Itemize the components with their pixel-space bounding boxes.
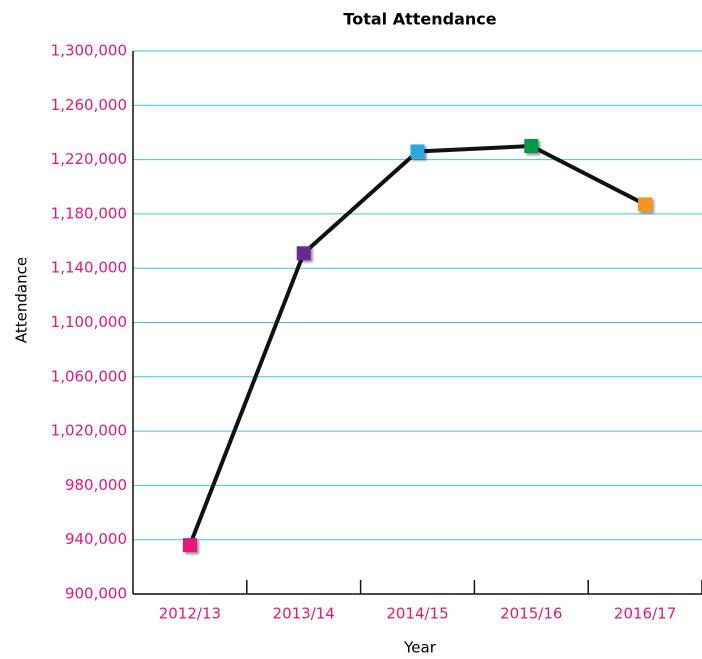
marker xyxy=(524,139,539,154)
x-axis-label: Year xyxy=(403,639,437,657)
x-tick-label: 2014/15 xyxy=(386,605,448,623)
y-tick-label: 980,000 xyxy=(65,476,127,494)
marker xyxy=(296,246,311,261)
y-tick-label: 1,180,000 xyxy=(51,204,127,222)
y-axis-label: Attendance xyxy=(13,257,31,343)
x-tick-label: 2012/13 xyxy=(159,605,221,623)
y-tick-label: 1,220,000 xyxy=(51,150,127,168)
x-tick-label: 2016/17 xyxy=(614,605,676,623)
marker xyxy=(182,538,197,553)
x-tick-label: 2015/16 xyxy=(500,605,562,623)
y-tick-label: 900,000 xyxy=(65,585,127,603)
y-tick-label: 1,100,000 xyxy=(51,313,127,331)
chart-title: Total Attendance xyxy=(343,10,496,29)
y-tick-label: 1,060,000 xyxy=(51,367,127,385)
y-tick-label: 940,000 xyxy=(65,530,127,548)
marker xyxy=(638,197,653,212)
y-tick-label: 1,300,000 xyxy=(51,42,127,60)
marker xyxy=(410,144,425,159)
y-tick-label: 1,260,000 xyxy=(51,96,127,114)
y-tick-label: 1,020,000 xyxy=(51,422,127,440)
y-tick-label: 1,140,000 xyxy=(51,259,127,277)
x-tick-label: 2013/14 xyxy=(273,605,335,623)
